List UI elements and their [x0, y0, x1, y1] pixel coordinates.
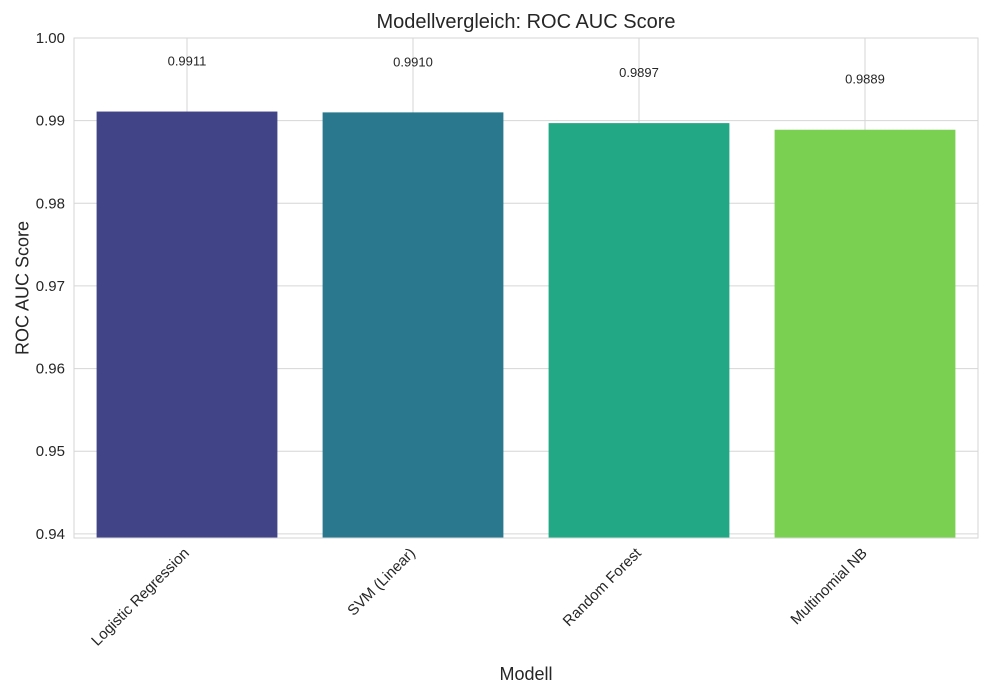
value-label: 0.9910 [393, 54, 433, 69]
y-tick-label: 0.94 [36, 526, 65, 543]
y-tick-label: 1.00 [36, 30, 65, 47]
value-label: 0.9889 [845, 72, 885, 87]
y-axis-label: ROC AUC Score [12, 221, 32, 355]
bar [774, 129, 956, 538]
x-tick-label: SVM (Linear) [344, 545, 419, 620]
bar [548, 123, 730, 539]
y-tick-label: 0.97 [36, 278, 65, 295]
chart-title: Modellvergleich: ROC AUC Score [377, 11, 676, 33]
x-tick-labels: Logistic Regression SVM (Linear) Random Fo… [88, 544, 871, 649]
bars [96, 111, 956, 539]
bar [96, 111, 278, 539]
plot-frame [73, 37, 979, 539]
y-tick-labels: 0.94 0.95 0.96 0.97 0.98 0.99 1.00 [36, 30, 65, 543]
value-labels: 0.9911 0.9910 0.9897 0.9889 [168, 54, 885, 87]
y-tick-label: 0.98 [36, 195, 65, 212]
bar [322, 112, 504, 539]
x-axis-label: Modell [499, 664, 552, 684]
x-tick-label: Multinomial NB [787, 545, 870, 628]
value-label: 0.9897 [619, 65, 659, 80]
y-tick-label: 0.95 [36, 443, 65, 460]
value-label: 0.9911 [168, 54, 207, 69]
y-tick-label: 0.96 [36, 361, 65, 378]
x-tick-label: Random Forest [560, 544, 646, 630]
y-tick-label: 0.99 [36, 113, 65, 130]
x-tick-label: Logistic Regression [88, 545, 193, 650]
